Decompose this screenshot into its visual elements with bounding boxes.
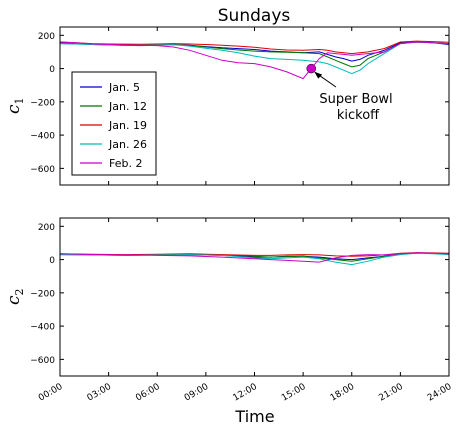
legend-box [71,71,157,176]
y-tick-label: −600 [30,165,55,175]
annotation-label-line2: kickoff [337,108,380,123]
legend-entry-label: Jan. 26 [108,138,147,151]
y-tick-label: 200 [38,32,55,42]
arrow-head-icon [314,71,323,79]
x-axis-label: Time [234,407,274,426]
y-tick-label: −200 [30,98,55,108]
series-line-jan-19 [60,40,449,55]
axes-frame [59,217,450,377]
top-panel: 200 0 −200 −400 −600 c1 [4,26,450,186]
y-tick-label: −400 [30,323,55,333]
y-axis-label: c1 [4,97,26,114]
series-line-feb-2 [60,252,449,263]
y-tick-label: 0 [49,65,55,75]
x-tick-label: 21:00 [377,382,405,404]
legend: Jan. 5 Jan. 12 Jan. 19 Jan. 26 Feb. 2 [71,71,157,176]
legend-entry-label: Jan. 5 [108,81,140,94]
x-tick-labels: 00:00 03:00 06:00 09:00 12:00 15:00 18:00 21:00… [37,382,454,404]
legend-entry-label: Feb. 2 [109,157,142,170]
series-group [60,252,449,266]
bottom-panel: 200 0 −200 −400 −600 c2 [4,217,450,377]
x-tick-label: 06:00 [134,382,162,404]
y-tick-label: 0 [49,256,55,266]
series-group [60,40,449,80]
y-tick-label: 200 [38,223,55,233]
y-axis-label: c2 [4,288,26,305]
y-tick-label: −400 [30,132,55,142]
x-tick-label: 09:00 [183,382,211,404]
x-tick-label: 15:00 [280,382,308,404]
legend-entry-label: Jan. 19 [108,119,147,132]
y-tick-label: −600 [30,356,55,366]
x-tick-label: 12:00 [232,382,260,404]
annotation-label-line1: Super Bowl [319,92,392,107]
series-line-jan-26 [60,41,449,75]
legend-entry-label: Jan. 12 [108,100,147,113]
chart-title: Sundays [218,6,291,26]
series-line-feb-2 [60,41,449,80]
x-tick-label: 18:00 [329,382,357,404]
kickoff-marker [306,63,316,74]
x-tick-label: 24:00 [426,382,454,404]
x-tick-label: 03:00 [86,382,114,404]
y-tick-label: −200 [30,289,55,299]
x-tick-label: 00:00 [37,382,65,404]
